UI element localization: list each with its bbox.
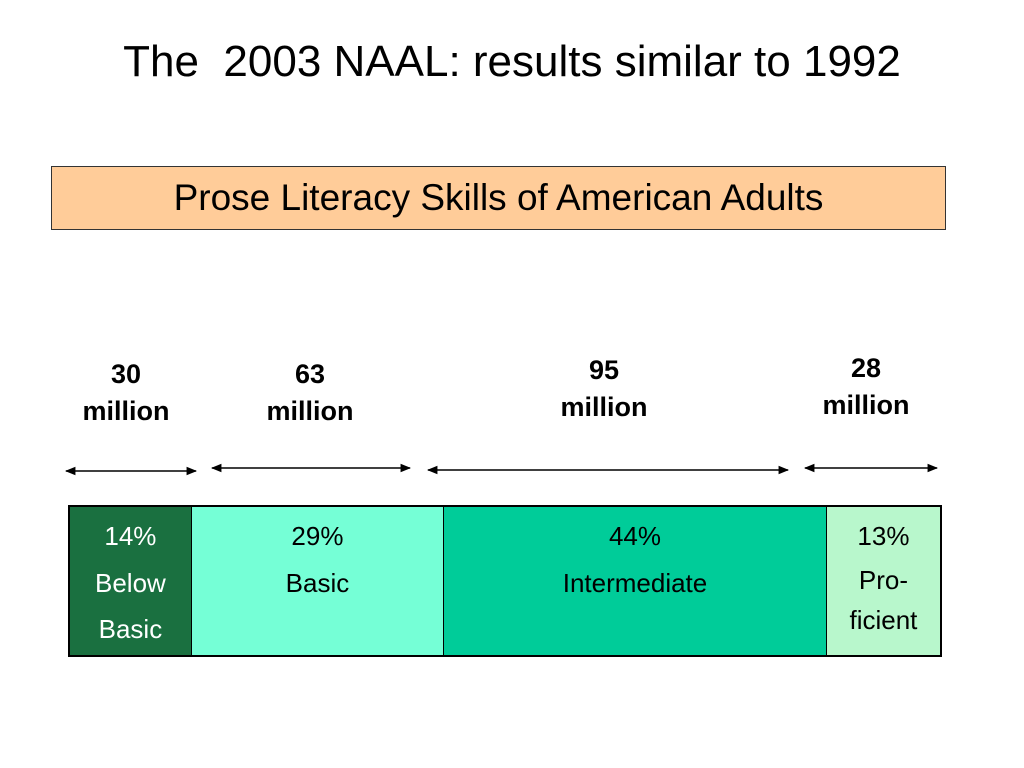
population-unit: million xyxy=(82,396,170,426)
population-unit: million xyxy=(266,396,354,426)
population-number: 30 xyxy=(110,359,142,389)
population-unit: million xyxy=(822,390,910,420)
segment-percent: 29% xyxy=(291,521,344,551)
population-number: 28 xyxy=(850,353,882,383)
chart-title-box: Prose Literacy Skills of American Adults xyxy=(51,166,946,230)
segment-intermediate: 44% Intermediate xyxy=(444,507,827,655)
population-number: 63 xyxy=(294,359,326,389)
population-number: 95 xyxy=(588,355,620,385)
segment-basic: 29% Basic xyxy=(191,507,445,655)
segment-label: Pro- ficient xyxy=(849,565,918,635)
chart-title: Prose Literacy Skills of American Adults xyxy=(173,177,824,218)
segment-percent: 14% xyxy=(104,521,157,551)
population-label-intermediate: 95 million xyxy=(524,352,684,426)
segment-below-basic: 14% Below Basic xyxy=(70,507,192,655)
slide-title: The 2003 NAAL: results similar to 1992 xyxy=(123,37,901,86)
segment-percent: 44% xyxy=(608,521,662,551)
stacked-bar: 14% Below Basic 29% Basic 44% Intermedia… xyxy=(68,505,942,657)
segment-label: Basic xyxy=(285,568,350,598)
segment-label: Intermediate xyxy=(562,568,708,598)
segment-percent: 13% xyxy=(857,521,910,551)
population-label-proficient: 28 million xyxy=(786,350,946,424)
population-label-below-basic: 30 million xyxy=(46,356,206,430)
segment-label: Below Basic xyxy=(94,568,166,644)
population-unit: million xyxy=(560,392,648,422)
population-label-basic: 63 million xyxy=(230,356,390,430)
segment-proficient: 13% Pro- ficient xyxy=(826,507,940,655)
